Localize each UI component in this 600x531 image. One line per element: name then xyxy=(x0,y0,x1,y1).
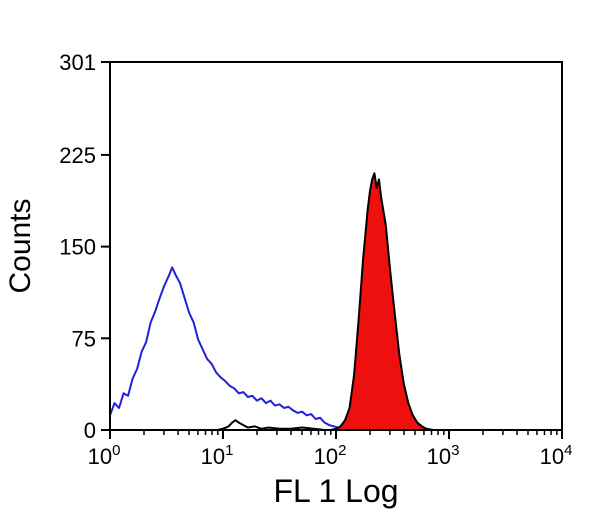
red-filled-histogram xyxy=(329,172,435,431)
series-layer xyxy=(109,172,435,431)
x-tick-label: 102 xyxy=(314,442,347,469)
y-axis-ticks: 0 75 150 225 301 xyxy=(59,50,110,443)
y-tick-label: 301 xyxy=(59,50,96,75)
y-tick-label: 0 xyxy=(84,418,96,443)
y-tick-label: 150 xyxy=(59,235,96,260)
x-tick-label: 104 xyxy=(540,442,573,469)
y-tick-label: 75 xyxy=(72,326,96,351)
x-axis-ticks: 100 101 102 103 104 xyxy=(88,430,573,469)
x-axis-title: FL 1 Log xyxy=(273,473,398,509)
x-tick-label: 103 xyxy=(427,442,460,469)
black-baseline-trace xyxy=(216,419,326,431)
y-tick-label: 225 xyxy=(59,143,96,168)
y-axis-title: Counts xyxy=(4,198,37,293)
x-tick-label: 100 xyxy=(88,442,121,469)
blue-open-histogram xyxy=(109,266,360,431)
x-tick-label: 101 xyxy=(201,442,234,469)
plot-frame xyxy=(109,61,563,431)
